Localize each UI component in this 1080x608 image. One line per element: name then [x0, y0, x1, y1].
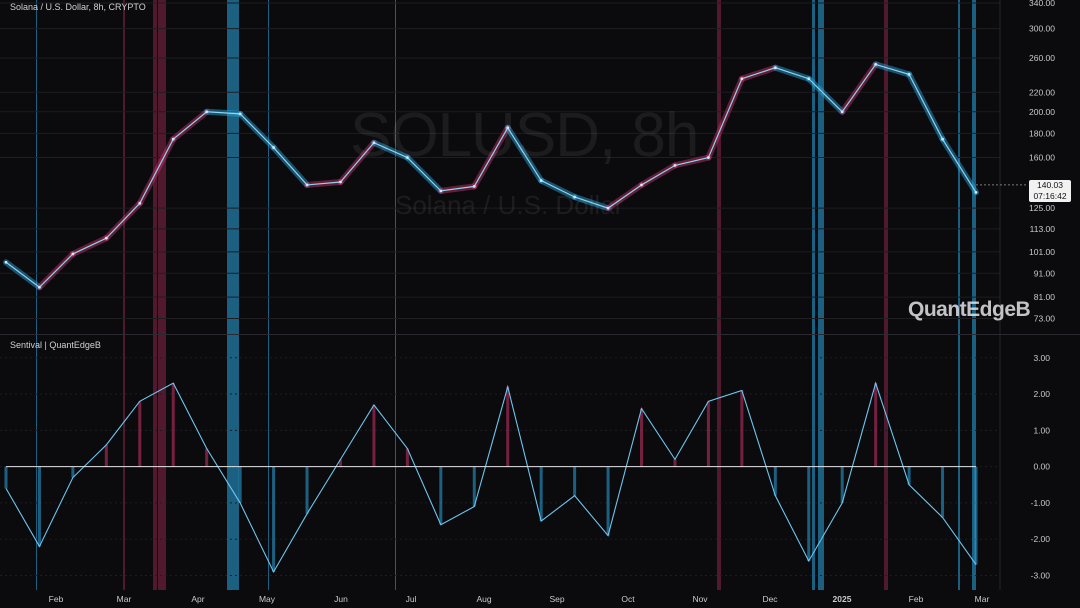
signal-bands: [36, 0, 976, 590]
price-point: [71, 252, 75, 256]
symbol-watermark-sub: Solana / U.S. Dollar: [395, 190, 624, 220]
price-point: [673, 163, 677, 167]
price-point: [104, 236, 108, 240]
x-tick-label: Mar: [117, 594, 132, 604]
price-point: [205, 110, 209, 114]
x-tick-label: Apr: [191, 594, 204, 604]
price-panel-title[interactable]: Solana / U.S. Dollar, 8h, CRYPTO: [10, 2, 146, 12]
signal-band: [972, 0, 976, 590]
price-point: [339, 180, 342, 184]
price-point: [773, 66, 777, 70]
signal-band: [717, 0, 721, 590]
price-point: [138, 201, 142, 205]
x-tick-label: Dec: [762, 594, 778, 604]
price-point: [539, 179, 543, 182]
price-tick-label: 220.00: [1029, 87, 1055, 97]
signal-band: [884, 0, 888, 590]
price-tick-label: 340.00: [1029, 0, 1055, 8]
signal-band: [395, 0, 396, 590]
price-point: [272, 146, 275, 149]
signal-band: [227, 0, 239, 590]
price-tick-label: 113.00: [1030, 224, 1056, 234]
grid-lines: [0, 0, 1080, 590]
price-tick-label: 200.00: [1029, 107, 1055, 117]
price-point: [974, 190, 978, 194]
oscillator-line: [5, 381, 977, 574]
osc-tick-label: 3.00: [1033, 353, 1050, 363]
price-panel: [3, 61, 1028, 291]
osc-tick-label: 0.00: [1033, 462, 1050, 472]
axes: 340.00 300.00 260.00 220.00 200.00 180.00 160.…: [49, 0, 1056, 604]
price-point: [4, 260, 8, 264]
symbol-watermark: SOLUSD, 8h: [350, 101, 699, 170]
oscillator-panel-title[interactable]: Sentival | QuantEdgeB: [10, 340, 101, 350]
osc-tick-label: -1.00: [1031, 498, 1051, 508]
price-point: [941, 137, 944, 141]
price-point: [573, 195, 577, 199]
price-tick-label: 180.00: [1029, 128, 1055, 138]
price-tick-label: 300.00: [1029, 24, 1055, 34]
signal-band: [153, 0, 157, 590]
x-tick-label: 2025: [833, 594, 852, 604]
price-point: [506, 126, 510, 130]
x-tick-label: Aug: [476, 594, 491, 604]
price-tick-label: 91.00: [1034, 268, 1056, 278]
price-tick-label: 125.00: [1029, 203, 1055, 213]
osc-tick-label: 2.00: [1033, 389, 1050, 399]
price-tick-label: 260.00: [1029, 53, 1055, 63]
price-tick-label: 101.00: [1029, 247, 1055, 257]
signal-band: [958, 0, 960, 590]
price-point: [472, 185, 476, 188]
price-point: [640, 183, 643, 187]
price-point: [740, 77, 744, 81]
price-point: [238, 112, 242, 116]
last-price-tag: 140.03 07:16:42: [1029, 180, 1071, 202]
x-tick-label: May: [259, 594, 276, 604]
oscillator-panel: [4, 381, 978, 574]
signal-band: [818, 0, 824, 590]
x-tick-label: Feb: [909, 594, 924, 604]
price-point: [840, 110, 844, 114]
price-point: [874, 63, 878, 66]
x-tick-label: Nov: [692, 594, 708, 604]
last-price-time: 07:16:42: [1033, 191, 1067, 201]
last-price-value: 140.03: [1037, 180, 1063, 190]
x-tick-label: Feb: [49, 594, 64, 604]
brand-watermark: QuantEdgeB: [908, 298, 1031, 321]
osc-tick-label: -3.00: [1031, 570, 1051, 580]
osc-tick-label: 1.00: [1033, 425, 1050, 435]
price-point: [807, 77, 811, 81]
x-tick-label: Sep: [549, 594, 564, 604]
price-point: [405, 156, 409, 159]
signal-band: [268, 0, 269, 590]
x-tick-label: Jul: [406, 594, 417, 604]
price-point: [606, 206, 610, 210]
price-line: [5, 63, 977, 289]
x-tick-label: Oct: [621, 594, 635, 604]
price-point: [305, 183, 309, 187]
x-tick-label: Mar: [975, 594, 990, 604]
price-point: [38, 285, 41, 289]
price-tick-label: 73.00: [1034, 313, 1056, 323]
signal-band: [158, 0, 166, 590]
price-point: [372, 141, 376, 145]
price-point: [171, 137, 175, 141]
price-tick-label: 81.00: [1034, 292, 1056, 302]
osc-tick-label: -2.00: [1031, 534, 1051, 544]
price-point: [439, 189, 443, 193]
signal-band: [812, 0, 815, 590]
price-tick-label: 160.00: [1029, 153, 1055, 163]
signal-band: [123, 0, 125, 590]
price-point: [707, 156, 710, 159]
price-point: [907, 73, 911, 76]
x-tick-label: Jun: [334, 594, 348, 604]
signal-band: [36, 0, 37, 590]
